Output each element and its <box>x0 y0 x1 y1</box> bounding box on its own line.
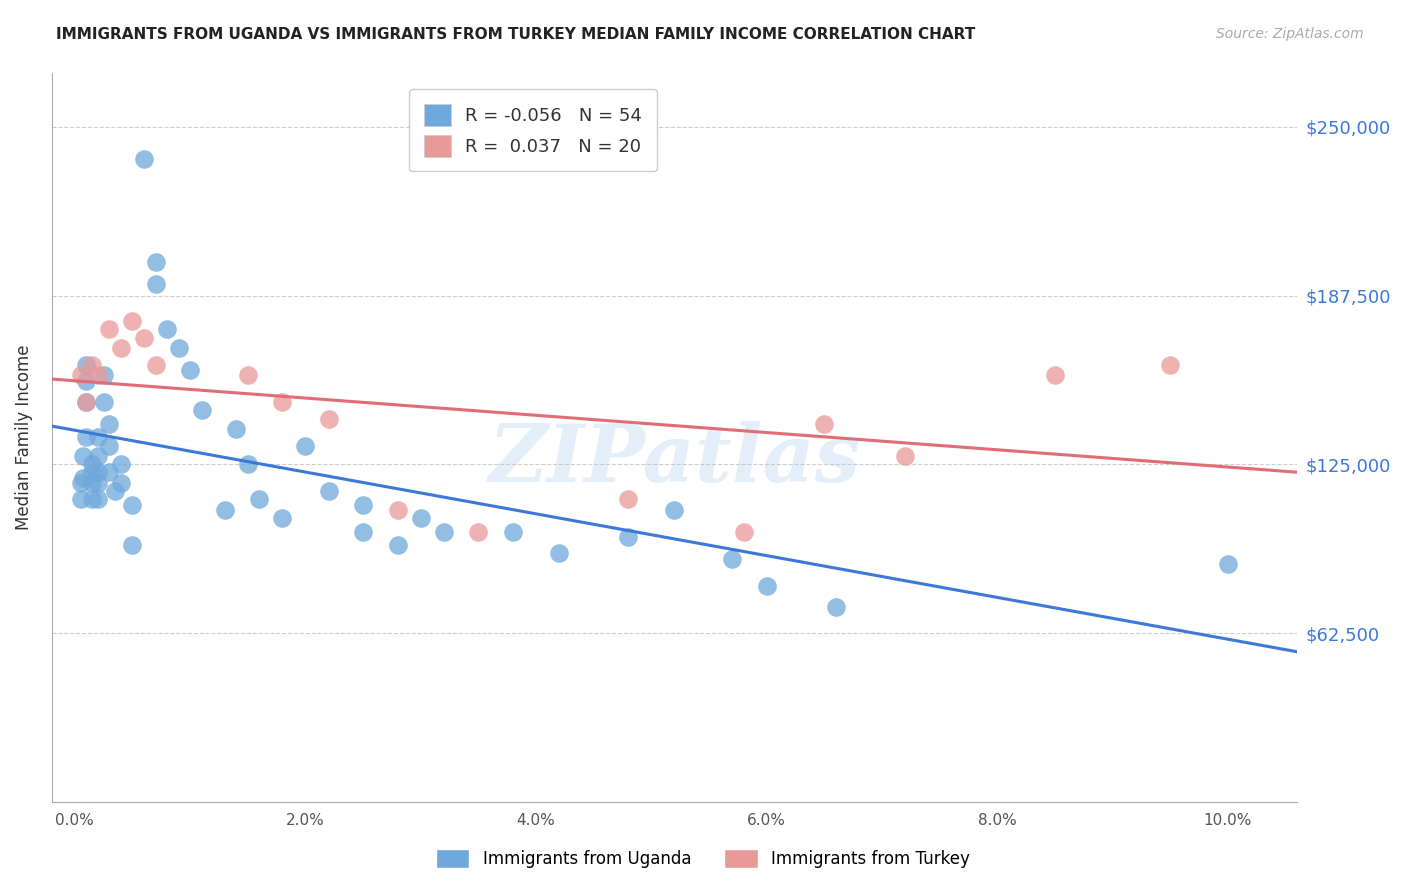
Point <box>121 498 143 512</box>
Point <box>294 438 316 452</box>
Point <box>721 552 744 566</box>
Point <box>214 503 236 517</box>
Point <box>75 395 97 409</box>
Y-axis label: Median Family Income: Median Family Income <box>15 344 32 530</box>
Point <box>502 524 524 539</box>
Point <box>82 458 104 472</box>
Point <box>813 417 835 431</box>
Point <box>72 471 94 485</box>
Point <box>467 524 489 539</box>
Point <box>110 341 132 355</box>
Point <box>352 524 374 539</box>
Point <box>894 450 917 464</box>
Point <box>190 403 212 417</box>
Point <box>409 511 432 525</box>
Text: Source: ZipAtlas.com: Source: ZipAtlas.com <box>1216 27 1364 41</box>
Point <box>121 538 143 552</box>
Point <box>733 524 755 539</box>
Point <box>387 503 409 517</box>
Point <box>87 492 110 507</box>
Point <box>755 579 778 593</box>
Point <box>318 484 340 499</box>
Point <box>145 277 167 291</box>
Point <box>664 503 686 517</box>
Point <box>87 450 110 464</box>
Point <box>104 484 127 499</box>
Point <box>110 458 132 472</box>
Legend: Immigrants from Uganda, Immigrants from Turkey: Immigrants from Uganda, Immigrants from … <box>429 842 977 875</box>
Point <box>87 368 110 383</box>
Point <box>93 368 115 383</box>
Point <box>433 524 456 539</box>
Point <box>825 600 848 615</box>
Point <box>87 466 110 480</box>
Point <box>75 374 97 388</box>
Point <box>69 368 91 383</box>
Point <box>236 458 259 472</box>
Point <box>236 368 259 383</box>
Point <box>352 498 374 512</box>
Point <box>1043 368 1066 383</box>
Point <box>98 322 121 336</box>
Text: IMMIGRANTS FROM UGANDA VS IMMIGRANTS FROM TURKEY MEDIAN FAMILY INCOME CORRELATIO: IMMIGRANTS FROM UGANDA VS IMMIGRANTS FRO… <box>56 27 976 42</box>
Point <box>98 466 121 480</box>
Point <box>247 492 270 507</box>
Point <box>271 511 294 525</box>
Point <box>156 322 179 336</box>
Point <box>1216 558 1239 572</box>
Point <box>179 363 201 377</box>
Point <box>318 411 340 425</box>
Point <box>75 395 97 409</box>
Point <box>82 476 104 491</box>
Point <box>98 438 121 452</box>
Point <box>69 492 91 507</box>
Point <box>121 314 143 328</box>
Text: ZIPatlas: ZIPatlas <box>488 420 860 498</box>
Point <box>82 466 104 480</box>
Point <box>145 255 167 269</box>
Point <box>617 492 640 507</box>
Point <box>87 430 110 444</box>
Point <box>93 395 115 409</box>
Point <box>145 358 167 372</box>
Point <box>87 476 110 491</box>
Point <box>1159 358 1181 372</box>
Point <box>75 358 97 372</box>
Point <box>82 492 104 507</box>
Point <box>132 330 155 344</box>
Point <box>69 476 91 491</box>
Legend: R = -0.056   N = 54, R =  0.037   N = 20: R = -0.056 N = 54, R = 0.037 N = 20 <box>409 89 657 171</box>
Point <box>75 430 97 444</box>
Point <box>98 417 121 431</box>
Point <box>387 538 409 552</box>
Point <box>72 450 94 464</box>
Point <box>271 395 294 409</box>
Point <box>110 476 132 491</box>
Point <box>617 530 640 544</box>
Point <box>548 546 571 560</box>
Point <box>82 358 104 372</box>
Point <box>167 341 190 355</box>
Point <box>225 422 247 436</box>
Point <box>132 153 155 167</box>
